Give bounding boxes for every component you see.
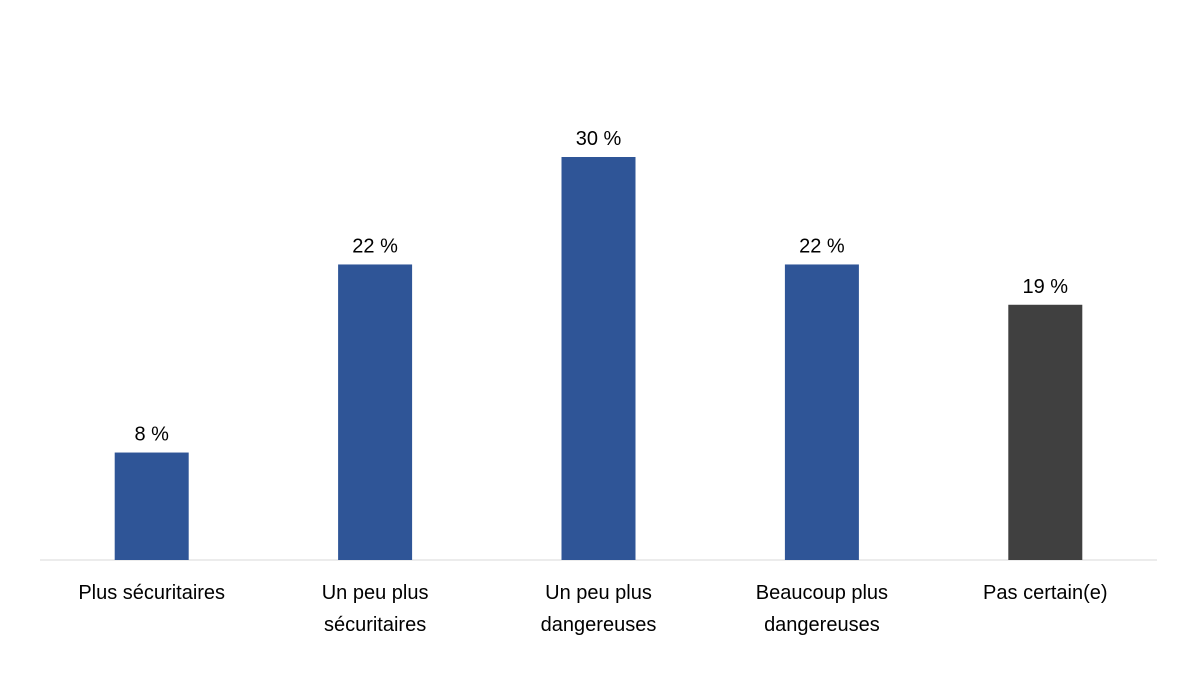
x-tick-label: sécuritaires: [324, 614, 426, 636]
bar: [114, 452, 189, 560]
data-label: 30 %: [576, 128, 622, 150]
bar: [338, 264, 413, 560]
bar: [561, 157, 636, 560]
data-label: 8 %: [134, 424, 169, 446]
data-label: 22 %: [799, 235, 845, 257]
data-label: 19 %: [1023, 276, 1069, 298]
bar: [784, 264, 859, 560]
x-tick-label: Un peu plus: [545, 582, 652, 604]
x-tick-label: dangereuses: [541, 614, 657, 636]
data-label: 22 %: [352, 235, 398, 257]
x-tick-label: Un peu plus: [322, 582, 429, 604]
x-tick-label: Beaucoup plus: [756, 582, 888, 604]
bar: [1008, 304, 1083, 560]
x-tick-label: dangereuses: [764, 614, 880, 636]
x-tick-label: Pas certain(e): [983, 582, 1108, 604]
x-tick-label: Plus sécuritaires: [78, 582, 225, 604]
